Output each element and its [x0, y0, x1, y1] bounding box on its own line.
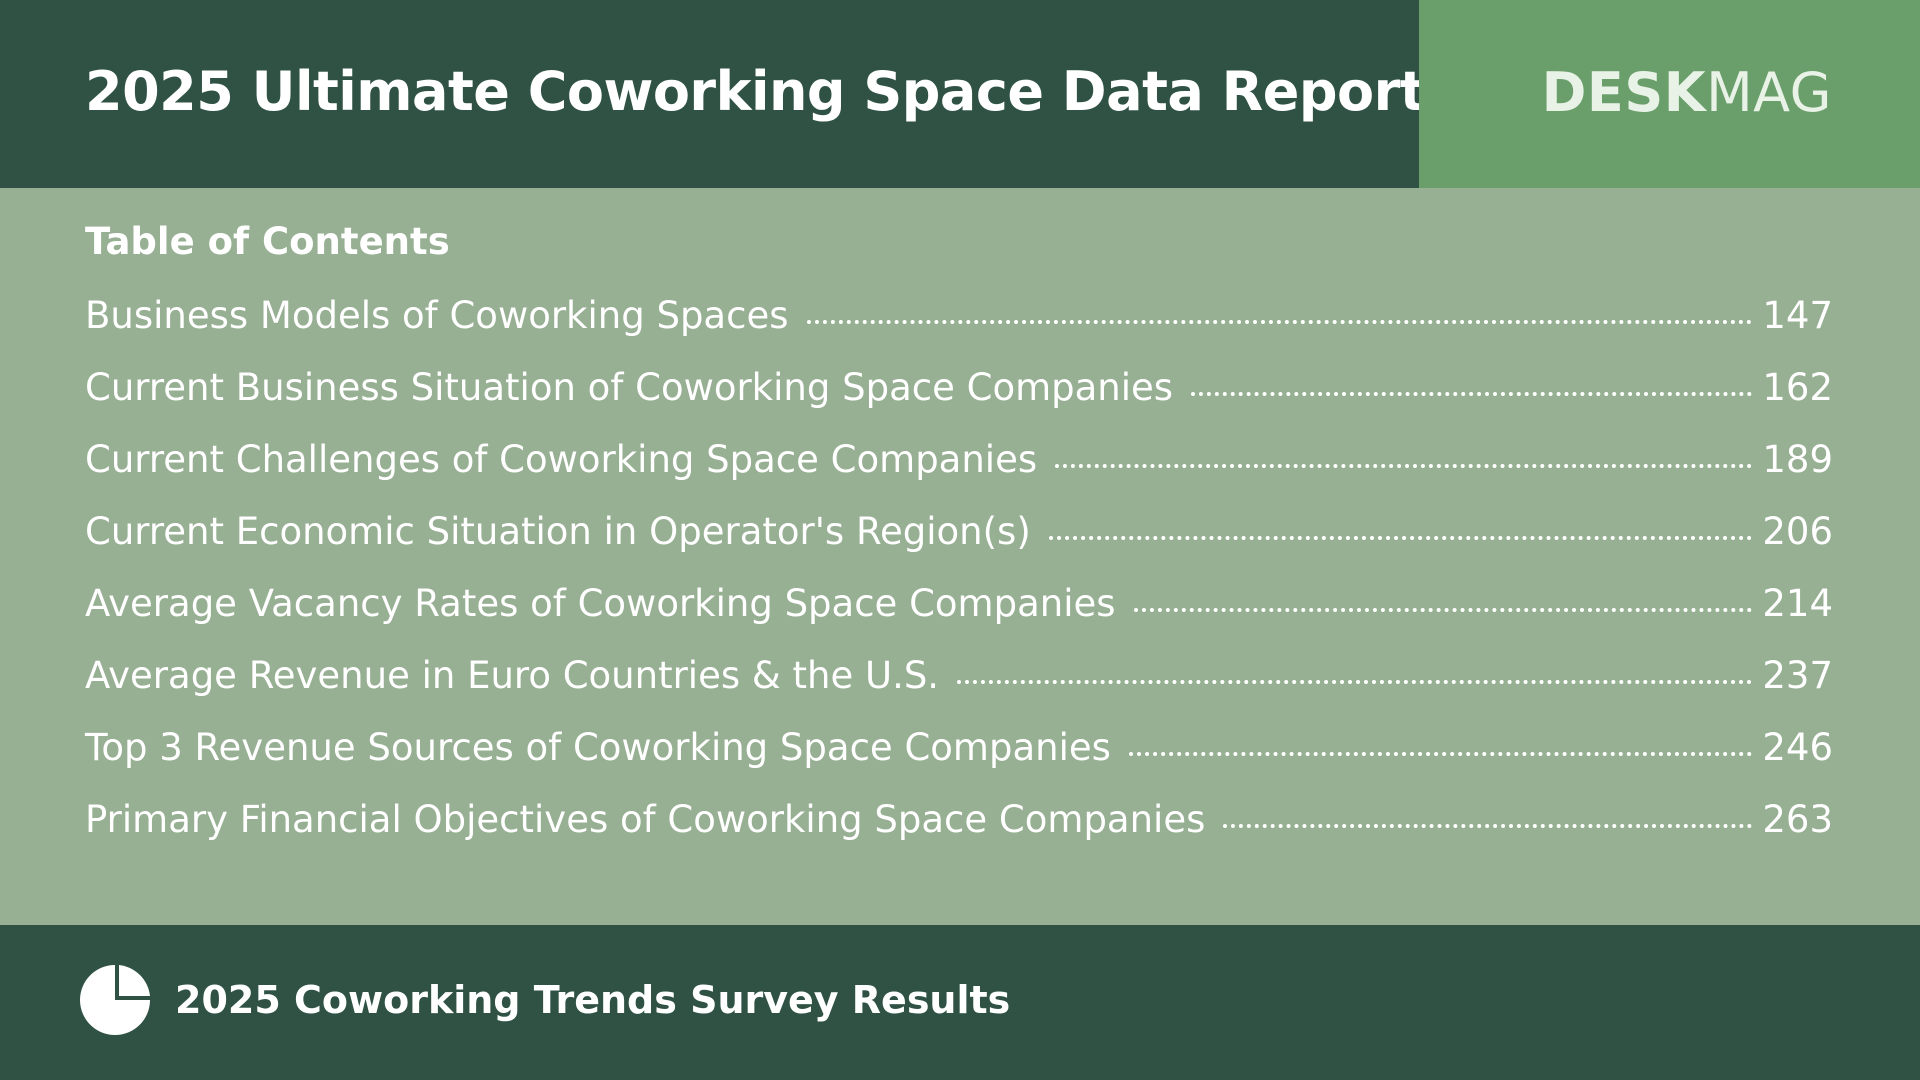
toc-item-page: 246 — [1762, 726, 1833, 769]
toc-item-page: 214 — [1762, 582, 1833, 625]
toc-item[interactable]: Average Vacancy Rates of Coworking Space… — [85, 582, 1833, 654]
toc-item-title: Primary Financial Objectives of Coworkin… — [85, 798, 1206, 841]
pie-chart-icon — [80, 965, 150, 1035]
brand-logo: DESKMAG — [1542, 0, 1832, 188]
header-bar: 2025 Ultimate Coworking Space Data Repor… — [0, 0, 1920, 188]
footer-caption: 2025 Coworking Trends Survey Results — [175, 978, 1011, 1022]
brand-panel: DESKMAG — [1419, 0, 1920, 188]
toc-item[interactable]: Average Revenue in Euro Countries & the … — [85, 654, 1833, 726]
toc-leader-dots — [1055, 464, 1753, 468]
toc-item[interactable]: Current Economic Situation in Operator's… — [85, 510, 1833, 582]
toc-item-title: Current Economic Situation in Operator's… — [85, 510, 1031, 553]
toc-item-title: Current Challenges of Coworking Space Co… — [85, 438, 1038, 481]
toc-leader-dots — [1048, 536, 1753, 540]
toc-leader-dots — [1128, 752, 1753, 756]
toc-item[interactable]: Business Models of Coworking Spaces 147 — [85, 294, 1833, 366]
footer-bar: 2025 Coworking Trends Survey Results — [0, 925, 1920, 1080]
toc-leader-dots — [1133, 608, 1753, 612]
brand-logo-regular: MAG — [1706, 61, 1832, 124]
toc-item-page: 263 — [1762, 798, 1833, 841]
toc-item[interactable]: Current Challenges of Coworking Space Co… — [85, 438, 1833, 510]
toc-item-title: Average Vacancy Rates of Coworking Space… — [85, 582, 1116, 625]
toc-list: Business Models of Coworking Spaces 147 … — [85, 294, 1833, 870]
toc-item-page: 189 — [1762, 438, 1833, 481]
toc-item-title: Current Business Situation of Coworking … — [85, 366, 1174, 409]
page-title: 2025 Ultimate Coworking Space Data Repor… — [85, 60, 1426, 123]
toc-item-page: 162 — [1762, 366, 1833, 409]
toc-leader-dots — [1191, 392, 1753, 396]
toc-item[interactable]: Primary Financial Objectives of Coworkin… — [85, 798, 1833, 870]
toc-item-page: 147 — [1762, 294, 1833, 337]
toc-heading: Table of Contents — [85, 220, 450, 263]
toc-item-title: Business Models of Coworking Spaces — [85, 294, 789, 337]
brand-logo-bold: DESK — [1541, 61, 1707, 124]
toc-item-page: 237 — [1762, 654, 1833, 697]
toc-item[interactable]: Current Business Situation of Coworking … — [85, 366, 1833, 438]
toc-leader-dots — [806, 320, 1753, 324]
toc-item-page: 206 — [1762, 510, 1833, 553]
toc-leader-dots — [957, 680, 1753, 684]
toc-leader-dots — [1223, 824, 1753, 828]
toc-item-title: Average Revenue in Euro Countries & the … — [85, 654, 940, 697]
toc-item-title: Top 3 Revenue Sources of Coworking Space… — [85, 726, 1111, 769]
toc-item[interactable]: Top 3 Revenue Sources of Coworking Space… — [85, 726, 1833, 798]
